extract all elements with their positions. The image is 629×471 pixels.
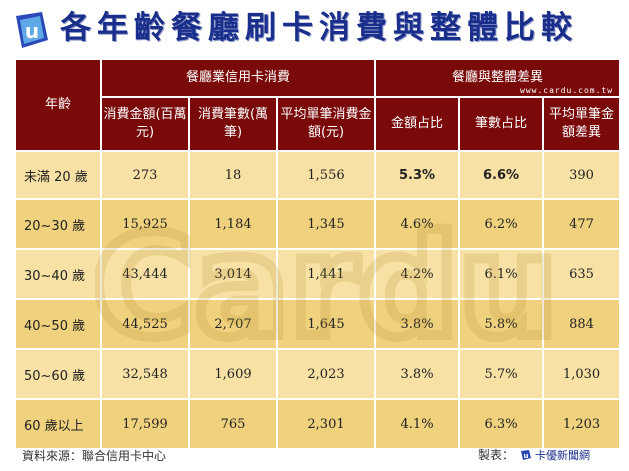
table-row: 30~40 歲 43,444 3,014 1,441 4.2% 6.1% 635: [16, 250, 620, 298]
cardu-logo-icon: u: [16, 12, 48, 48]
maker-brand: u 卡優新聞網: [520, 447, 590, 463]
header-amount: 消費金額(百萬元): [102, 98, 188, 150]
cell-amount: 43,444: [102, 250, 188, 298]
maker-credit: 製表： u 卡優新聞網: [478, 446, 590, 463]
source-note: 資料來源：聯合信用卡中心: [22, 449, 167, 463]
cell-count-share: 6.1%: [460, 250, 543, 298]
cell-amount-share: 3.8%: [376, 300, 459, 348]
title-bar: u 各年齡餐廳刷卡消費與整體比較: [0, 0, 629, 56]
row-age: 20~30 歲: [16, 200, 100, 248]
cell-count: 1,184: [190, 200, 276, 248]
svg-text:u: u: [524, 452, 529, 460]
header-avg: 平均單筆消費金額(元): [278, 98, 375, 150]
data-table-container: 年齡 餐廳業信用卡消費 餐廳與整體差異 消費金額(百萬元) 消費筆數(萬筆) 平…: [14, 58, 622, 450]
cell-amount-share: 4.1%: [376, 400, 459, 448]
cell-avg: 2,023: [278, 350, 375, 398]
cell-avg-diff: 884: [544, 300, 620, 348]
cell-amount-share: 4.6%: [376, 200, 459, 248]
cell-count-share: 6.6%: [460, 152, 543, 198]
cell-amount: 17,599: [102, 400, 188, 448]
table-row: 未滿 20 歲 273 18 1,556 5.3% 6.6% 390: [16, 152, 620, 198]
row-age: 40~50 歲: [16, 300, 100, 348]
header-amount-share: 金額占比: [376, 98, 459, 150]
header-row-2: 消費金額(百萬元) 消費筆數(萬筆) 平均單筆消費金額(元) 金額占比 筆數占比…: [16, 98, 620, 150]
table-row: 40~50 歲 44,525 2,707 1,645 3.8% 5.8% 884: [16, 300, 620, 348]
cell-count-share: 6.2%: [460, 200, 543, 248]
cell-amount-share: 4.2%: [376, 250, 459, 298]
watermark-site: www.cardu.com.tw: [520, 86, 614, 95]
table-row: 60 歲以上 17,599 765 2,301 4.1% 6.3% 1,203: [16, 400, 620, 448]
table-row: 20~30 歲 15,925 1,184 1,345 4.6% 6.2% 477: [16, 200, 620, 248]
table-row: 50~60 歲 32,548 1,609 2,023 3.8% 5.7% 1,0…: [16, 350, 620, 398]
cardu-mini-logo-icon: u: [521, 449, 532, 460]
cell-count: 2,707: [190, 300, 276, 348]
cell-count-share: 5.7%: [460, 350, 543, 398]
header-age: 年齡: [16, 60, 100, 150]
svg-text:u: u: [25, 19, 39, 43]
cell-avg-diff: 635: [544, 250, 620, 298]
cell-amount: 32,548: [102, 350, 188, 398]
cell-amount: 44,525: [102, 300, 188, 348]
cell-amount-share: 3.8%: [376, 350, 459, 398]
maker-label: 製表：: [478, 448, 515, 462]
cell-amount: 15,925: [102, 200, 188, 248]
cell-amount: 273: [102, 152, 188, 198]
maker-name: 卡優新聞網: [535, 448, 591, 462]
cell-avg-diff: 390: [544, 152, 620, 198]
header-count: 消費筆數(萬筆): [190, 98, 276, 150]
header-row-1: 年齡 餐廳業信用卡消費 餐廳與整體差異: [16, 60, 620, 150]
cell-avg-diff: 477: [544, 200, 620, 248]
cell-count: 1,609: [190, 350, 276, 398]
row-age: 30~40 歲: [16, 250, 100, 298]
cell-avg-diff: 1,030: [544, 350, 620, 398]
cell-avg: 1,556: [278, 152, 375, 198]
header-count-share: 筆數占比: [460, 98, 543, 150]
row-age: 50~60 歲: [16, 350, 100, 398]
header-avg-diff: 平均單筆金額差異: [544, 98, 620, 150]
page-title: 各年齡餐廳刷卡消費與整體比較: [60, 10, 578, 46]
cell-count: 3,014: [190, 250, 276, 298]
cell-count: 765: [190, 400, 276, 448]
cell-count-share: 6.3%: [460, 400, 543, 448]
cell-avg: 1,645: [278, 300, 375, 348]
header-group-restaurant: 餐廳業信用卡消費: [102, 60, 375, 96]
cell-count: 18: [190, 152, 276, 198]
data-table: 年齡 餐廳業信用卡消費 餐廳與整體差異 消費金額(百萬元) 消費筆數(萬筆) 平…: [14, 58, 622, 450]
header-group-difference: 餐廳與整體差異: [376, 60, 620, 96]
cell-amount-share: 5.3%: [376, 152, 459, 198]
cell-count-share: 5.8%: [460, 300, 543, 348]
row-age: 未滿 20 歲: [16, 152, 100, 198]
cell-avg: 1,441: [278, 250, 375, 298]
cell-avg-diff: 1,203: [544, 400, 620, 448]
cell-avg: 2,301: [278, 400, 375, 448]
cell-avg: 1,345: [278, 200, 375, 248]
row-age: 60 歲以上: [16, 400, 100, 448]
